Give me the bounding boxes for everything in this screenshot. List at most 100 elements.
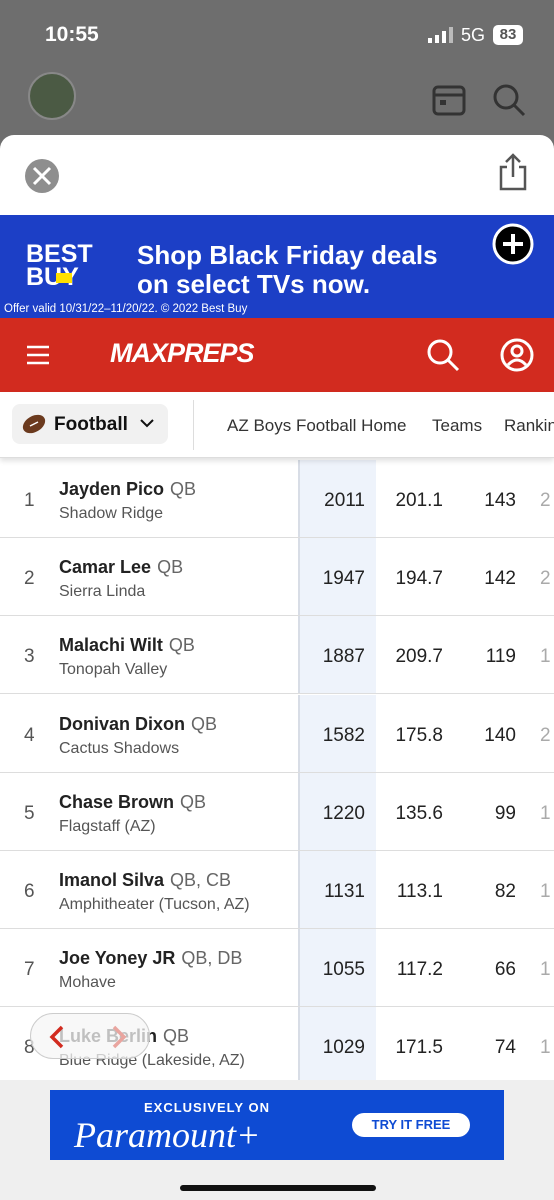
completions: 143: [484, 490, 516, 511]
column-highlight: [298, 1007, 376, 1080]
player-name: Donivan Dixon: [59, 713, 186, 734]
attempts-partial: 1: [540, 802, 551, 824]
tab-link[interactable]: Teams: [432, 416, 483, 435]
time: 10:55: [45, 23, 99, 46]
sport-selector[interactable]: Football: [12, 404, 168, 444]
position: QB: [157, 557, 184, 578]
school: Shadow Ridge: [59, 505, 164, 522]
position: QB: [163, 1026, 190, 1047]
yards-per-game: 117.2: [396, 959, 443, 981]
table-row[interactable]: 8Luke BerlinQBBlue Ridge (Lakeside, AZ)1…: [0, 1007, 554, 1080]
forward-button[interactable]: [109, 1025, 129, 1049]
passing-yards: 1055: [322, 959, 365, 981]
table-row[interactable]: 7 Joe Yoney JR QB, DB Mohave 1055 117.2 66 1: [0, 929, 554, 1008]
passing-yards: 2011: [324, 490, 365, 511]
rank: 8: [24, 1037, 35, 1059]
stats-table: 1 Jayden Pico QB Shadow Ridge 2011 201.1 143 2 2…: [0, 460, 554, 1080]
table-row[interactable]: 5 Chase Brown QB Flagstaff (AZ) 1220 135.6 99 1: [0, 772, 554, 851]
position: QB: [180, 791, 207, 812]
player-name: Chase Brown: [59, 791, 175, 812]
passing-yards: 1029: [322, 1037, 365, 1059]
status-bar: 10:55 5G 83: [0, 0, 554, 120]
ad-brand: BEST BUY: [26, 240, 93, 290]
ad-banner[interactable]: BEST BUY Shop Black Friday deals on select…: [0, 215, 554, 318]
table-row[interactable]: 4 Donivan Dixon QB Cactus Shadows 1582 175.8 1…: [0, 694, 554, 773]
history-nav: [30, 1013, 150, 1059]
table-row[interactable]: 1 Jayden Pico QB Shadow Ridge 2011 201.1 143 2: [0, 460, 554, 538]
tab-link[interactable]: AZ Boys Football Home: [227, 416, 407, 435]
attempts-partial: 1: [540, 1037, 551, 1059]
ad-headline: Shop Black Friday deals on select TVs now…: [137, 241, 438, 299]
avatar[interactable]: [28, 72, 76, 120]
position: QB, CB: [170, 870, 232, 890]
player-name: Camar Lee: [59, 557, 152, 578]
account-icon[interactable]: [500, 338, 534, 372]
yards-per-game: 135.6: [395, 802, 443, 824]
column-highlight: [298, 538, 376, 616]
rank: 1: [24, 490, 35, 511]
home-indicator: [180, 1185, 376, 1191]
rank: 5: [24, 802, 35, 824]
yards-per-game: 113.1: [396, 881, 443, 902]
logo[interactable]: MAXPREPS: [110, 338, 255, 368]
nav-bar: MAXPREPS: [0, 318, 554, 392]
calendar-icon[interactable]: [432, 82, 466, 116]
football-icon: [22, 414, 46, 434]
ad-tag: [56, 273, 72, 283]
position: QB: [170, 479, 197, 499]
passing-yards: 1220: [322, 802, 365, 824]
attempts-partial: 1: [540, 959, 551, 981]
completions: 119: [485, 646, 516, 668]
ad-kicker: EXCLUSIVELY ON: [144, 1100, 270, 1115]
rank: 2: [24, 568, 35, 590]
web-sheet: BEST BUY Shop Black Friday deals on select…: [0, 135, 554, 1200]
bottom-area: EXCLUSIVELY ON Paramount+ TRY IT FREE: [0, 1080, 554, 1200]
signal-icon: [428, 27, 453, 43]
column-highlight: [298, 929, 376, 1007]
player-name: Malachi Wilt: [59, 635, 163, 656]
table-row[interactable]: 2 Camar Lee QB Sierra Linda 1947 194.7 142 2: [0, 538, 554, 617]
tab-link[interactable]: Rankin: [504, 416, 554, 435]
attempts-partial: 2: [540, 490, 551, 511]
completions: 74: [494, 1037, 516, 1059]
sport: Football: [54, 414, 128, 435]
completions: 140: [484, 724, 516, 746]
search-icon[interactable]: [491, 82, 527, 118]
school: Tonopah Valley: [59, 661, 168, 679]
completions: 142: [484, 568, 516, 590]
column-highlight: [298, 460, 376, 537]
ad-cta[interactable]: TRY IT FREE: [352, 1113, 470, 1137]
attempts-partial: 2: [540, 724, 551, 746]
share-button[interactable]: [498, 153, 528, 191]
position: QB, DB: [181, 948, 243, 969]
ad-plus[interactable]: [492, 223, 534, 265]
yards-per-game: 201.1: [395, 490, 443, 511]
yards-per-game: 194.7: [395, 568, 443, 590]
table-row[interactable]: 6 Imanol Silva QB, CB Amphitheater (Tucson,…: [0, 851, 554, 929]
chevron: [140, 419, 154, 428]
close-button[interactable]: [24, 158, 60, 194]
yards-per-game: 171.5: [395, 1037, 443, 1059]
player-name: Jayden Pico: [59, 479, 165, 499]
yards-per-game: 175.8: [395, 724, 443, 746]
battery: 83: [493, 25, 523, 45]
menu-icon[interactable]: [27, 345, 49, 365]
rank: 6: [24, 881, 35, 902]
attempts-partial: 1: [540, 646, 551, 668]
completions: 82: [494, 881, 516, 902]
ad-brand-line: BEST: [26, 240, 93, 268]
back-button[interactable]: [47, 1025, 67, 1049]
ad-banner-bottom[interactable]: EXCLUSIVELY ON Paramount+ TRY IT FREE: [50, 1090, 504, 1160]
school: Flagstaff (AZ): [59, 817, 156, 835]
rank: 4: [24, 724, 35, 746]
column-highlight: [298, 851, 376, 928]
school: Cactus Shadows: [59, 739, 180, 757]
table-row[interactable]: 3 Malachi Wilt QB Tonopah Valley 1887 209.7 11…: [0, 616, 554, 695]
school: Sierra Linda: [59, 583, 146, 601]
tab-bar: Football AZ Boys Football Home Teams Ran…: [0, 392, 554, 458]
position: QB: [168, 635, 195, 656]
ad-headline-line: Shop Black Friday deals: [137, 240, 438, 270]
divider: [193, 400, 194, 450]
search-icon[interactable]: [426, 338, 460, 372]
column-highlight: [298, 694, 376, 772]
